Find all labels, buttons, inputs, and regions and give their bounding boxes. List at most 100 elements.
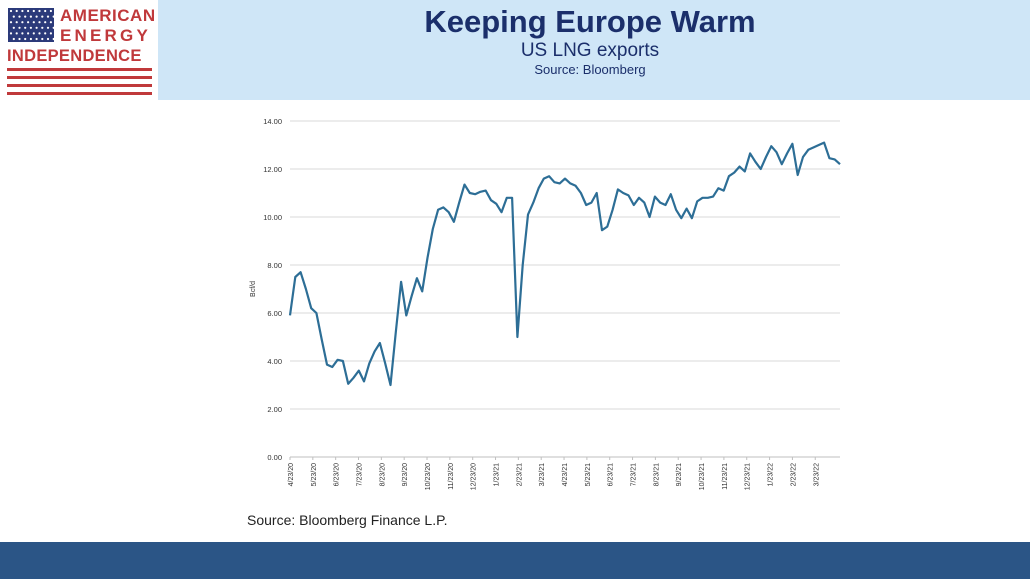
flag-star — [12, 26, 15, 29]
footer-bar — [0, 542, 1030, 579]
x-tick-label: 10/23/21 — [699, 463, 706, 490]
flag-star — [27, 9, 30, 13]
flag-star — [41, 26, 44, 29]
flag-star — [27, 32, 30, 35]
lng-exports-line — [288, 141, 841, 387]
flag-star — [12, 15, 15, 18]
title-block: Keeping Europe Warm US LNG exports Sourc… — [300, 4, 880, 78]
x-tick-label: 4/23/21 — [562, 463, 569, 486]
flag-star — [41, 15, 44, 18]
flag-star — [32, 21, 35, 24]
logo: AMERICAN ENERGY INDEPENDENCE — [0, 0, 158, 100]
lng-exports-chart: 0.00 2.00 4.00 6.00 8.00 10.00 12.00 14.00 Bcf/d… — [240, 108, 850, 508]
y-tick-label: 6.00 — [267, 309, 282, 318]
logo-stripe — [7, 68, 152, 71]
x-tick-label: 3/23/22 — [813, 463, 820, 486]
y-axis-label: Bcf/d — [250, 281, 257, 297]
chart-source-note: Source: Bloomberg Finance L.P. — [247, 512, 448, 528]
flag-star — [21, 21, 24, 24]
flag-star — [29, 15, 32, 18]
x-tick-label: 5/23/21 — [585, 463, 592, 486]
x-tick-label: 5/23/20 — [311, 463, 318, 486]
flag-star — [24, 15, 27, 18]
flag-star — [35, 15, 38, 18]
y-tick-label: 0.00 — [267, 453, 282, 462]
flag-star — [38, 21, 41, 24]
flag-star — [52, 26, 54, 29]
chart-svg: 0.00 2.00 4.00 6.00 8.00 10.00 12.00 14.00 Bcf/d… — [250, 117, 841, 490]
flag-star — [15, 21, 18, 24]
logo-text-independence: INDEPENDENCE — [7, 47, 142, 65]
logo-stripe — [7, 76, 152, 79]
flag-star — [49, 9, 53, 13]
logo-text-energy: ENERGY — [60, 26, 151, 45]
x-tick-label: 1/23/22 — [768, 463, 775, 486]
flag-star — [38, 32, 41, 35]
x-tick-label: 7/23/20 — [357, 463, 364, 486]
x-tick-label: 2/23/22 — [790, 463, 797, 486]
y-tick-label: 10.00 — [263, 213, 282, 222]
flag-graphic — [8, 8, 54, 42]
flag-star — [21, 9, 24, 13]
flag-star — [9, 9, 13, 13]
y-tick-label: 2.00 — [267, 405, 282, 414]
x-tick-label: 4/23/20 — [288, 463, 295, 486]
us-flag-icon — [8, 8, 54, 42]
flag-star — [49, 21, 53, 24]
flag-star — [18, 37, 21, 41]
flag-star — [35, 26, 38, 29]
x-tick-label: 12/23/20 — [471, 463, 478, 490]
flag-star — [38, 9, 41, 13]
flag-star — [32, 32, 35, 35]
flag-star — [9, 32, 13, 35]
x-tick-label: 11/23/20 — [448, 463, 455, 490]
flag-star — [15, 9, 18, 13]
logo-stripe — [7, 84, 152, 87]
x-tick-label: 9/23/21 — [676, 463, 683, 486]
flag-star — [18, 26, 21, 29]
flag-star — [44, 32, 47, 35]
y-tick-label: 12.00 — [263, 165, 282, 174]
flag-star — [52, 15, 54, 18]
logo-text-american: AMERICAN — [60, 6, 156, 25]
flag-star — [49, 32, 53, 35]
y-tick-label: 4.00 — [267, 357, 282, 366]
flag-star — [18, 15, 21, 18]
x-tick-label: 11/23/21 — [722, 463, 729, 490]
flag-star — [24, 37, 27, 41]
flag-star — [44, 21, 47, 24]
x-tick-label: 6/23/21 — [608, 463, 615, 486]
header-source: Source: Bloomberg — [534, 62, 646, 77]
y-tick-label: 8.00 — [267, 261, 282, 270]
flag-star — [21, 32, 24, 35]
header-banner: AMERICAN ENERGY INDEPENDENCE Keeping Eur… — [0, 0, 1030, 100]
flag-star — [15, 32, 18, 35]
x-tick-label: 1/23/21 — [494, 463, 501, 486]
flag-star — [52, 37, 54, 41]
flag-star — [9, 21, 13, 24]
x-tick-label: 9/23/20 — [402, 463, 409, 486]
x-tick-label: 3/23/21 — [539, 463, 546, 486]
flag-star — [44, 9, 47, 13]
flag-star — [27, 21, 30, 24]
x-tick-label: 12/23/21 — [745, 463, 752, 490]
flag-star — [29, 26, 32, 29]
flag-star — [46, 26, 50, 29]
flag-star — [32, 9, 35, 13]
flag-star — [46, 15, 50, 18]
x-tick-label: 7/23/21 — [631, 463, 638, 486]
y-tick-label: 14.00 — [263, 117, 282, 126]
flag-star — [29, 37, 32, 41]
flag-star — [35, 37, 38, 41]
page-subtitle: US LNG exports — [520, 40, 660, 61]
page-title: Keeping Europe Warm — [424, 4, 756, 39]
x-tick-label: 8/23/20 — [379, 463, 386, 486]
x-tick-label: 6/23/20 — [334, 463, 341, 486]
flag-star — [46, 37, 50, 41]
logo-stripe — [7, 92, 152, 95]
flag-star — [41, 37, 44, 41]
x-tick-label: 10/23/20 — [425, 463, 432, 490]
x-tick-label: 8/23/21 — [653, 463, 660, 486]
flag-star — [24, 26, 27, 29]
flag-star — [12, 37, 15, 41]
